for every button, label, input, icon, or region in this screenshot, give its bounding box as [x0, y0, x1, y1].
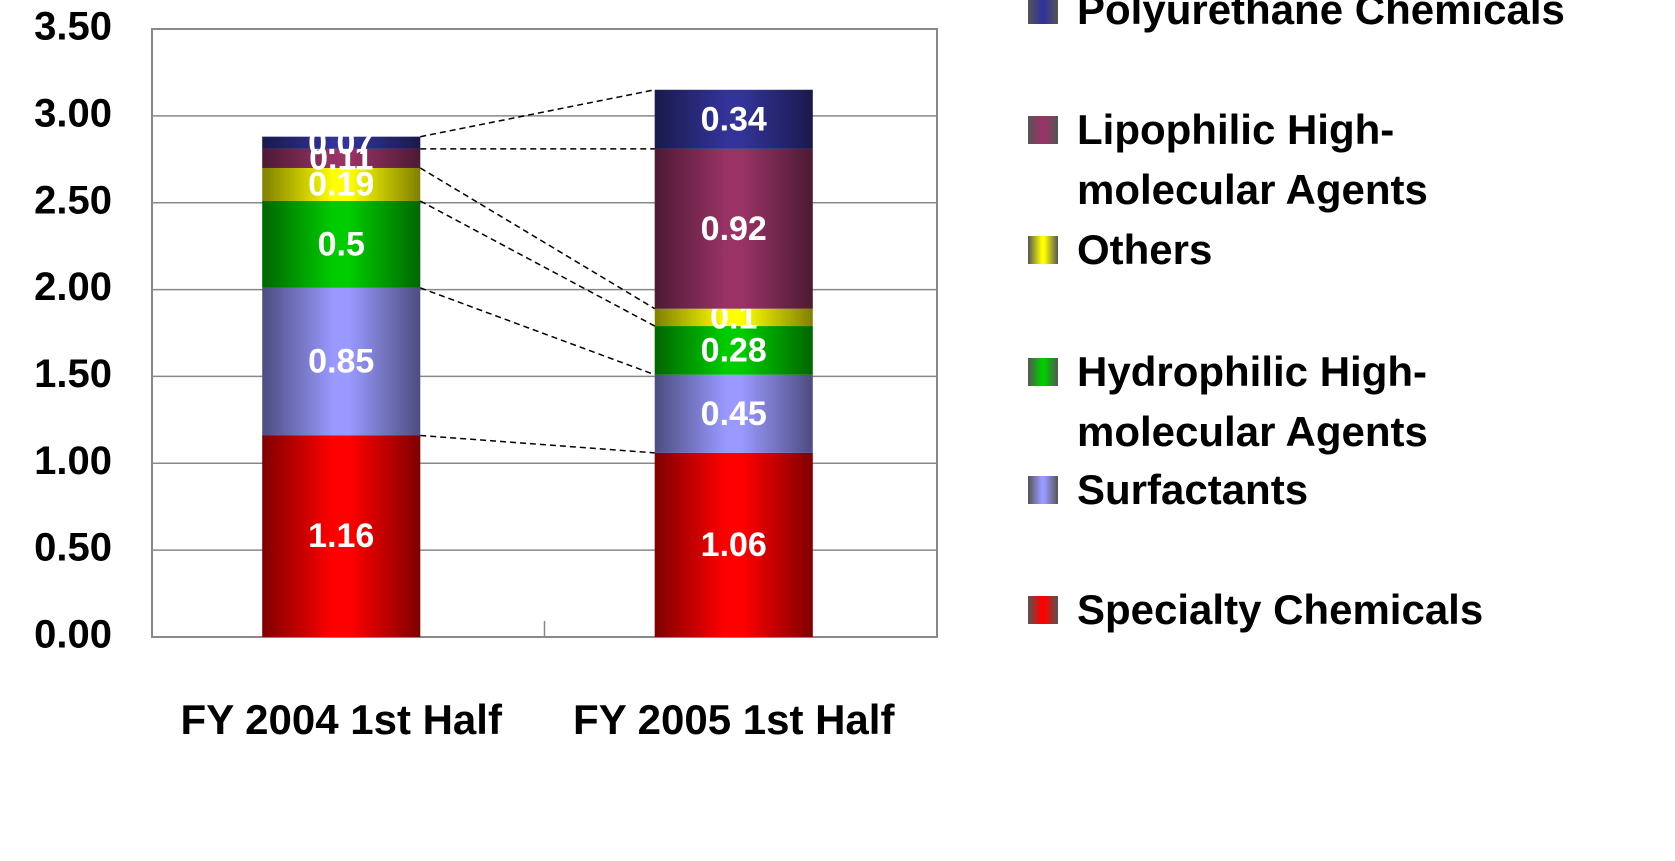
y-tick-label: 0.00: [34, 613, 112, 657]
bar-shade: [262, 287, 421, 436]
data-label: 0.92: [701, 210, 767, 248]
legend-swatch: [1028, 116, 1058, 144]
y-tick-label: 2.00: [34, 265, 112, 309]
bar-shade: [654, 452, 813, 637]
data-label: 0.85: [308, 343, 374, 381]
legend-swatch: [1028, 0, 1058, 24]
legend-swatch: [1028, 596, 1058, 624]
legend-swatch: [1028, 236, 1058, 264]
data-label: 0.07: [308, 124, 374, 162]
data-label: 0.28: [701, 331, 767, 369]
y-tick-label: 3.50: [34, 5, 112, 49]
connector-line: [419, 167, 656, 310]
data-label: 1.16: [308, 517, 374, 555]
legend-label: Polyurethane Chemicals: [1077, 0, 1565, 33]
bar-shade: [654, 326, 813, 375]
connector-line: [420, 89, 655, 138]
legend-label: Surfactants: [1077, 466, 1309, 513]
x-tick-label: FY 2005 1st Half: [573, 696, 895, 743]
bar-shade: [262, 136, 421, 149]
data-label: 1.06: [701, 526, 767, 564]
y-tick-label: 1.50: [34, 352, 112, 396]
y-tick-label: 3.00: [34, 91, 112, 135]
bar-shade: [262, 167, 421, 201]
data-label: 0.19: [308, 165, 374, 203]
data-label: 0.34: [701, 100, 767, 138]
legend-label: Specialty Chemicals: [1077, 586, 1484, 633]
bar-shade: [654, 308, 813, 327]
x-tick-label: FY 2004 1st Half: [180, 696, 502, 743]
bar-shade: [262, 435, 421, 637]
bar-shade: [654, 148, 813, 309]
bar-shade: [654, 374, 813, 453]
legend-label: Others: [1077, 226, 1213, 273]
legend-swatch: [1028, 358, 1058, 386]
bar-shade: [654, 89, 813, 149]
connector-line: [419, 287, 656, 376]
legend-label: Hydrophilic High-molecular Agents: [1077, 348, 1428, 455]
bar-shade: [262, 200, 421, 288]
y-tick-label: 0.50: [34, 526, 112, 570]
connector-line: [420, 434, 655, 454]
legend-swatch: [1028, 476, 1058, 504]
y-tick-label: 2.50: [34, 178, 112, 222]
bar-shade: [262, 148, 421, 168]
connector-line: [419, 200, 656, 327]
data-label: 0.5: [318, 225, 365, 263]
y-tick-label: 1.00: [34, 439, 112, 483]
legend-label: Lipophilic High-molecular Agents: [1077, 106, 1428, 213]
data-label: 0.45: [701, 395, 767, 433]
